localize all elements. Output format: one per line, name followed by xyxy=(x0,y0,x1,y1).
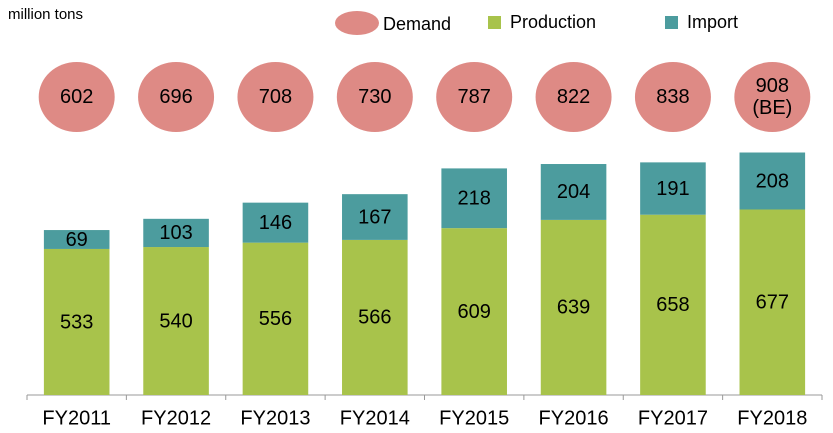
legend-label: Demand xyxy=(383,14,451,34)
demand-label: 822 xyxy=(556,86,591,108)
x-tick-label: FY2017 xyxy=(638,407,708,429)
demand-bubble xyxy=(436,62,513,132)
x-tick-label: FY2014 xyxy=(340,407,410,429)
legend-swatch xyxy=(488,16,501,29)
bar-segment xyxy=(441,228,507,395)
demand-label: 787 xyxy=(457,86,491,108)
x-tick-label: FY2018 xyxy=(737,407,807,429)
demand-label: 696 xyxy=(159,86,193,108)
x-tick-label: FY2011 xyxy=(42,407,111,429)
bar-label: 208 xyxy=(756,170,789,192)
bar-label: 218 xyxy=(458,188,491,210)
demand-bubble xyxy=(237,62,314,132)
x-tick-label: FY2015 xyxy=(439,407,509,429)
demand-label: 838 xyxy=(656,86,690,108)
legend-label: Import xyxy=(687,12,738,32)
bar-segment xyxy=(540,219,607,395)
bar-label: 533 xyxy=(60,311,93,333)
bar-label: 204 xyxy=(557,181,590,203)
bar-label: 677 xyxy=(756,292,789,314)
legend-label: Production xyxy=(510,12,596,32)
demand-label: 730 xyxy=(358,86,392,108)
bar-label: 540 xyxy=(159,310,192,332)
demand-bubble xyxy=(336,62,413,132)
legend-swatch xyxy=(335,11,379,35)
bar-segment xyxy=(739,209,806,395)
demand-bubble xyxy=(38,62,115,132)
bar-label: 103 xyxy=(159,222,192,244)
demand-bubble xyxy=(535,62,612,132)
bar-segment xyxy=(43,248,110,395)
demand-label: 908 (BE) xyxy=(752,75,793,119)
bar-segment xyxy=(342,194,408,240)
legend-swatch xyxy=(665,16,678,29)
bar-segment xyxy=(143,247,209,395)
bar-segment xyxy=(242,242,309,395)
bar-label: 566 xyxy=(358,307,391,329)
x-tick-label: FY2013 xyxy=(240,407,310,429)
x-tick-label: FY2012 xyxy=(141,407,211,429)
bar-label: 639 xyxy=(557,297,590,319)
x-tick-label: FY2016 xyxy=(539,407,609,429)
y-axis-label: million tons xyxy=(8,6,83,23)
bar-segment xyxy=(441,168,507,229)
bar-segment xyxy=(242,202,309,243)
bar-label: 609 xyxy=(458,301,491,323)
demand-label: 708 xyxy=(258,86,293,108)
bar-label: 556 xyxy=(259,308,292,330)
bar-label: 191 xyxy=(656,178,689,200)
bar-segment xyxy=(540,164,607,220)
demand-label: 602 xyxy=(60,86,94,108)
bar-segment xyxy=(640,162,706,215)
bar-segment xyxy=(739,152,806,210)
bar-segment xyxy=(342,239,408,395)
bar-segment xyxy=(143,218,209,248)
bar-label: 167 xyxy=(358,206,391,228)
demand-bubble xyxy=(734,62,811,132)
demand-bubble xyxy=(138,62,215,132)
bar-label: 69 xyxy=(66,229,88,251)
bar-segment xyxy=(43,230,110,249)
bar-label: 658 xyxy=(656,294,689,316)
bar-label: 146 xyxy=(259,212,292,234)
demand-bubble xyxy=(634,62,711,132)
bar-segment xyxy=(640,214,706,395)
